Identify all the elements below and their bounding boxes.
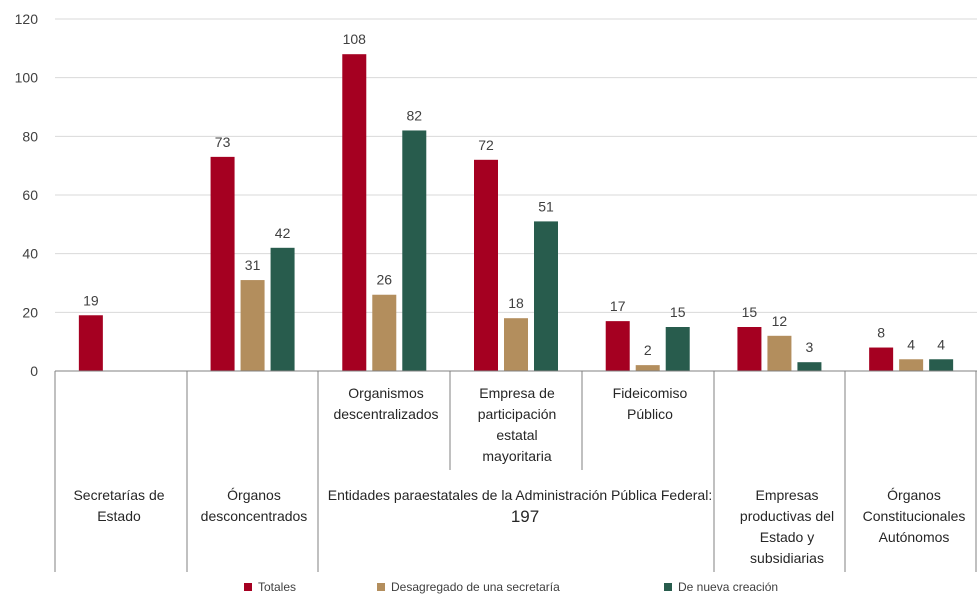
data-label-nueva-creacion: 42: [275, 225, 291, 241]
legend-item-desagregado: Desagregado de una secretaría: [377, 580, 560, 594]
subcategory-label-organismos: Organismos descentralizados: [333, 385, 439, 422]
bar-totales: [869, 347, 894, 371]
data-label-totales: 73: [215, 134, 231, 150]
data-label-desagregado: 2: [644, 342, 652, 358]
y-tick-label: 20: [22, 304, 38, 320]
legend-item-totales: Totales: [244, 580, 296, 594]
y-tick-label: 80: [22, 128, 38, 144]
data-label-desagregado: 26: [376, 272, 392, 288]
group-label-secretarias: Secretarías de Estado: [73, 487, 165, 524]
bar-desagregado: [899, 359, 924, 371]
y-axis-ticks: 0 20 40 60 80 100 120: [15, 11, 39, 379]
group-label-empresas-productivas: Empresas productivas del Estado y subsid…: [739, 487, 835, 566]
bar-desagregado: [504, 318, 528, 371]
data-label-nueva-creacion: 15: [670, 304, 686, 320]
legend-label-desagregado: Desagregado de una secretaría: [391, 580, 560, 594]
bar-desagregado: [635, 365, 660, 371]
bar-totales: [78, 315, 103, 371]
data-label-desagregado: 4: [907, 336, 915, 352]
axis-lines: [54, 370, 977, 572]
data-label-totales: 8: [877, 325, 885, 341]
bar-nueva-creacion: [929, 359, 954, 371]
group-label-entidades-paraestatales: Entidades paraestatales de la Administra…: [322, 485, 718, 528]
bar-nueva-creacion: [402, 130, 427, 371]
data-label-totales: 19: [83, 292, 99, 308]
bar-nueva-creacion: [270, 247, 295, 371]
bar-nueva-creacion: [534, 221, 558, 371]
data-label-nueva-creacion: 82: [406, 107, 422, 123]
bar-desagregado: [767, 335, 792, 371]
data-label-nueva-creacion: 51: [538, 198, 554, 214]
data-label-desagregado: 31: [245, 257, 261, 273]
bars: [78, 54, 954, 371]
group-total-label: 197: [510, 507, 540, 526]
y-tick-label: 40: [22, 246, 38, 262]
gridlines: [55, 18, 977, 313]
data-labels: 19 73 31 42 108 26 82 72 18 51 17 2 15 15 12 3 8 4 4: [83, 31, 945, 358]
y-tick-label: 60: [22, 187, 38, 203]
group-label-organos-desconcentrados: Órganos desconcentrados: [200, 487, 308, 524]
data-label-totales: 108: [343, 31, 367, 47]
subcategory-label-empresa-participacion: Empresa de participación estatal mayorit…: [477, 385, 557, 464]
group-label-organos-autonomos: Órganos Constitucionales Autónomos: [862, 487, 966, 545]
legend-swatch-totales: [244, 583, 252, 591]
legend-item-nueva-creacion: De nueva creación: [664, 580, 778, 594]
legend-swatch-desagregado: [377, 583, 385, 591]
legend-label-nueva-creacion: De nueva creación: [678, 580, 779, 594]
bar-totales: [210, 156, 235, 371]
data-label-nueva-creacion: 4: [937, 336, 945, 352]
data-label-desagregado: 12: [772, 313, 788, 329]
bar-totales: [474, 159, 498, 371]
group-label-entidades-text: Entidades paraestatales de la Administra…: [327, 487, 713, 503]
y-tick-label: 0: [30, 363, 38, 379]
subcategory-label-fideicomiso: Fideicomiso Público: [612, 385, 688, 422]
bar-nueva-creacion: [665, 327, 690, 371]
data-label-totales: 72: [478, 137, 494, 153]
legend-swatch-nueva-creacion: [664, 583, 672, 591]
y-tick-label: 100: [15, 70, 39, 86]
bar-desagregado: [372, 294, 397, 371]
bar-totales: [737, 327, 762, 371]
bar-totales: [605, 321, 630, 371]
data-label-totales: 17: [610, 298, 626, 314]
legend-label-totales: Totales: [258, 580, 297, 594]
y-tick-label: 120: [15, 11, 39, 27]
bar-desagregado: [240, 280, 265, 371]
data-label-totales: 15: [742, 304, 758, 320]
bar-totales: [342, 54, 367, 371]
bar-nueva-creacion: [797, 362, 822, 371]
legend: Totales Desagregado de una secretaría De…: [0, 580, 977, 600]
data-label-nueva-creacion: 3: [806, 339, 814, 355]
data-label-desagregado: 18: [508, 295, 524, 311]
